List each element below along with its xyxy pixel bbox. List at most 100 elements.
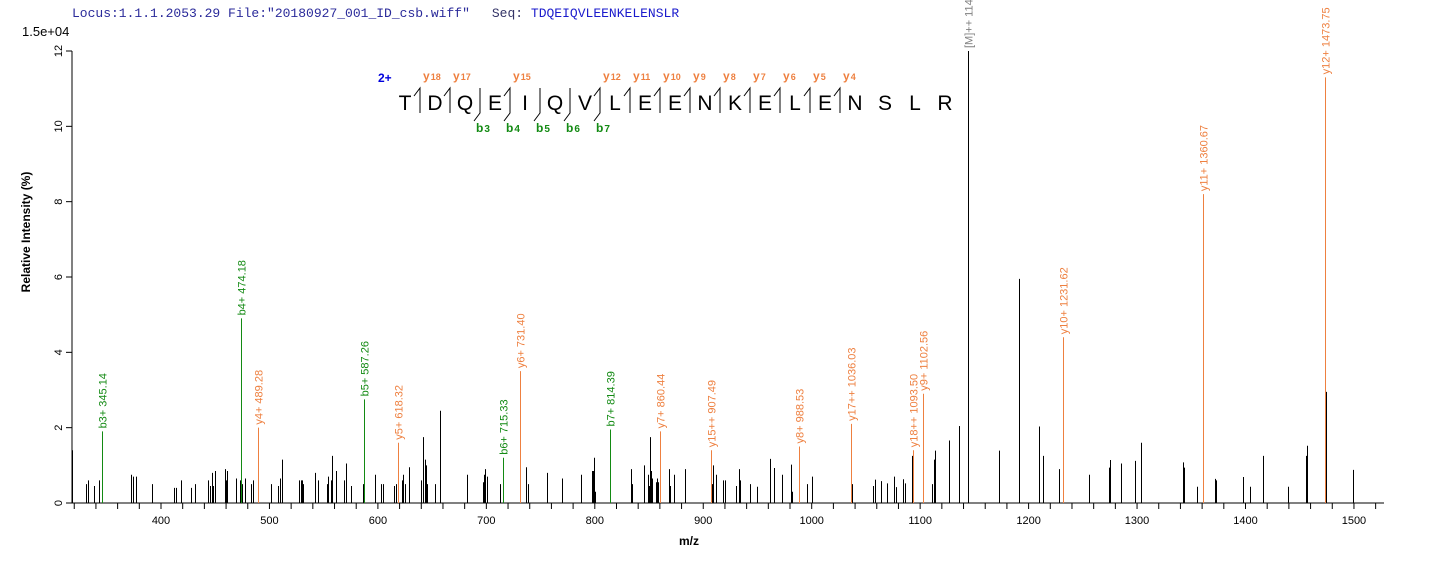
y-ion-number: 4 — [851, 72, 856, 82]
peak-label: y4+ 489.28 — [254, 370, 266, 425]
y-ion-label: y4 — [843, 69, 856, 83]
peak-label: b6+ 715.33 — [499, 399, 511, 454]
peak-label: y17++ 1036.03 — [847, 347, 859, 420]
x-tick-label: 1300 — [1125, 515, 1149, 527]
residue: Q — [457, 92, 473, 115]
b-ion-number: 7 — [604, 124, 610, 135]
peak-label: y15++ 907.49 — [707, 380, 719, 447]
b-ion-number: 4 — [514, 124, 520, 135]
residue: L — [609, 92, 621, 115]
x-tick-label: 500 — [260, 515, 278, 527]
x-tick-label: 1000 — [799, 515, 823, 527]
y-cleavage-mark — [713, 86, 721, 113]
x-tick-label: 600 — [369, 515, 387, 527]
residue: E — [758, 92, 772, 115]
y-ion-number: 17 — [461, 72, 471, 82]
peak-label: y8+ 988.53 — [795, 389, 807, 444]
x-tick-label: 800 — [586, 515, 604, 527]
axes: 400 500 600 700 800 900 1000 1100 1200 1300 1400 15… — [53, 45, 1384, 527]
sequence-value: TDQEIQVLEENKELENSLR — [530, 6, 680, 21]
spectrum-header: Locus:1.1.1.2053.29 File:"20180927_001_I… — [72, 6, 679, 21]
annotated-peaks: b3+ 345.14 b4+ 474.18 y4+ 489.28 b5+ 587.26… — [98, 0, 1333, 503]
x-tick-label: 700 — [477, 515, 495, 527]
residue: D — [427, 92, 442, 115]
peak-label: b5+ 587.26 — [360, 341, 372, 396]
y-ion-label: y17 — [453, 69, 471, 83]
residue: L — [909, 92, 921, 115]
y-cleavage-mark — [743, 86, 751, 113]
locus-file-label: Locus:1.1.1.2053.29 File:"20180927_001_I… — [72, 6, 470, 21]
y-ion-label: y12 — [603, 69, 621, 83]
sequence-label: Seq: — [491, 6, 524, 21]
y-cleavage-mark — [773, 86, 781, 113]
peak-label: [M]++ 1144.08 — [964, 0, 976, 48]
y-ion-label: y8 — [723, 69, 736, 83]
residue: E — [818, 92, 832, 115]
b-ion-number: 3 — [484, 124, 490, 135]
y-ion-number: 7 — [761, 72, 766, 82]
charge-state: 2+ — [378, 71, 392, 85]
y-cleavage-mark — [803, 86, 811, 113]
intensity-scale-label: 1.5e+04 — [22, 24, 70, 39]
y-ion-number: 6 — [791, 72, 796, 82]
b-ion-label: b6 — [566, 121, 580, 135]
peak-label: y6+ 731.40 — [516, 313, 528, 368]
x-tick-label: 1200 — [1016, 515, 1040, 527]
x-tick-label: 1100 — [908, 515, 932, 527]
residue: T — [399, 92, 412, 115]
y-ion-label: y7 — [753, 69, 766, 83]
y-ion-number: 8 — [731, 72, 736, 82]
y-ion-number: 18 — [431, 72, 441, 82]
b-cleavage-mark — [503, 88, 511, 122]
b-cleavage-mark — [593, 88, 601, 122]
y-tick-label: 4 — [53, 349, 65, 355]
y-ion-label: y11 — [633, 69, 650, 83]
y-ion-label: y10 — [663, 69, 681, 83]
y-tick-label: 0 — [53, 500, 65, 506]
residue: V — [578, 92, 592, 115]
residue: S — [878, 92, 892, 115]
y-cleavage-mark — [593, 86, 601, 113]
residue: N — [697, 92, 712, 115]
y-tick-label: 2 — [53, 425, 65, 431]
peak-label: y12+ 1473.75 — [1321, 7, 1333, 74]
y-tick-label: 10 — [53, 120, 65, 132]
y-ion-label: y6 — [783, 69, 796, 83]
y-ion-number: 12 — [611, 72, 621, 82]
x-tick-label: 1500 — [1342, 515, 1366, 527]
y-tick-label: 8 — [53, 199, 65, 205]
residue: N — [847, 92, 862, 115]
x-tick-label: 1400 — [1233, 515, 1257, 527]
peak-label: b7+ 814.39 — [606, 371, 618, 426]
x-axis-title: m/z — [679, 534, 699, 548]
y-cleavage-mark — [443, 86, 451, 113]
residue: E — [668, 92, 682, 115]
b-ion-label: b7 — [596, 121, 610, 135]
peak-label: y11+ 1360.67 — [1199, 125, 1211, 191]
y-axis-title: Relative Intensity (%) — [19, 172, 33, 293]
b-ion-label: b3 — [476, 121, 490, 135]
y-tick-label: 12 — [53, 45, 65, 57]
peak-label: b3+ 345.14 — [98, 373, 110, 428]
y-ion-label: y5 — [813, 69, 826, 83]
y-ion-number: 10 — [671, 72, 681, 82]
peak-label: y18++ 1093.50 — [909, 374, 921, 447]
b-ion-label: b5 — [536, 121, 550, 135]
y-ion-label: y15 — [513, 69, 531, 83]
residue: E — [638, 92, 652, 115]
residue: E — [488, 92, 502, 115]
residue: Q — [547, 92, 563, 115]
y-cleavage-mark — [833, 86, 841, 113]
b-ion-label: b4 — [506, 121, 520, 135]
b-ion-number: 5 — [544, 124, 550, 135]
residue: K — [728, 92, 742, 115]
b-cleavage-mark — [473, 88, 481, 122]
peak-label: b4+ 474.18 — [237, 260, 249, 315]
y-ion-number: 15 — [521, 72, 531, 82]
y-cleavage-mark — [413, 86, 421, 113]
y-ion-number: 11 — [641, 72, 651, 82]
residue: R — [937, 92, 952, 115]
x-tick-label: 400 — [152, 515, 170, 527]
